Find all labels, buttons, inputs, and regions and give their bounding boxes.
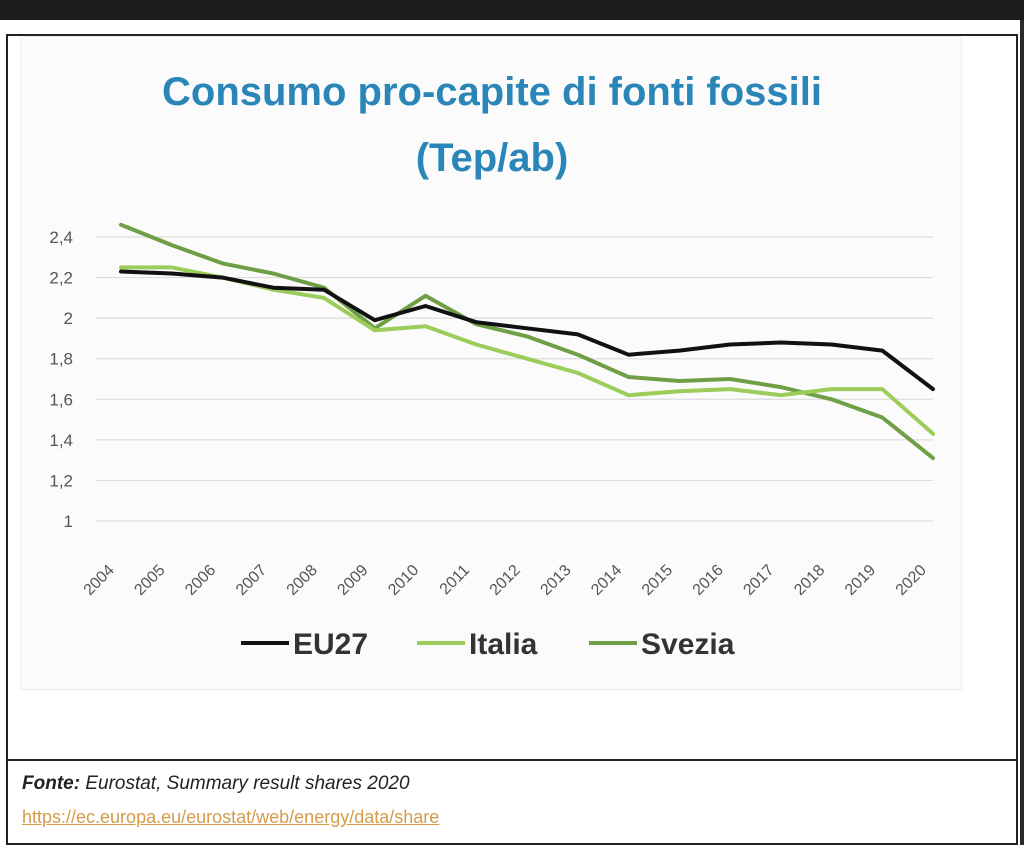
x-tick-label: 2004	[81, 562, 118, 599]
x-tick-label: 2018	[791, 562, 828, 599]
series-line-svezia	[119, 222, 935, 461]
y-tick-label: 1	[64, 512, 73, 531]
x-tick-label: 2008	[284, 562, 321, 599]
source-box: Fonte: Eurostat, Summary result shares 2…	[6, 759, 1018, 845]
source-text: Eurostat, Summary result shares 2020	[85, 773, 410, 794]
source-line: Fonte: Eurostat, Summary result shares 2…	[22, 773, 410, 795]
x-tick-label: 2013	[537, 562, 574, 599]
x-tick-label: 2010	[385, 562, 422, 599]
x-tick-label: 2020	[893, 562, 930, 599]
x-tick-label: 2006	[182, 562, 219, 599]
x-tick-label: 2017	[740, 562, 777, 599]
chart-panel: Consumo pro-capite di fonti fossili (Tep…	[20, 36, 962, 690]
x-tick-label: 2015	[639, 562, 676, 599]
x-tick-label: 2005	[131, 562, 168, 599]
series-line-italia	[119, 265, 935, 436]
chart-title: Consumo pro-capite di fonti fossili	[162, 70, 822, 114]
y-tick-label: 1,6	[49, 390, 73, 409]
y-tick-label: 1,4	[49, 431, 73, 450]
source-link[interactable]: https://ec.europa.eu/eurostat/web/energy…	[22, 807, 440, 827]
x-tick-label: 2016	[690, 562, 727, 599]
y-tick-label: 1,8	[49, 350, 73, 369]
y-tick-label: 2,4	[49, 228, 73, 247]
series-lines	[119, 222, 935, 461]
x-tick-label: 2011	[437, 562, 473, 598]
chart-subtitle: (Tep/ab)	[416, 136, 569, 180]
x-tick-label: 2014	[588, 562, 625, 599]
legend-label-italia: Italia	[469, 628, 538, 661]
y-tick-label: 1,2	[49, 471, 73, 490]
y-tick-label: 2,2	[49, 269, 73, 288]
x-tick-label: 2012	[487, 562, 524, 599]
x-tick-label: 2009	[334, 562, 371, 599]
gridlines	[96, 236, 933, 522]
series-line-eu27	[119, 269, 935, 392]
window-edge	[1020, 20, 1024, 845]
slide-frame	[6, 34, 1018, 759]
x-tick-label: 2019	[842, 562, 879, 599]
legend-label-svezia: Svezia	[641, 628, 735, 661]
x-axis-ticks: 2004 2005 2006 2007 2008 2009 2010 2011 2012 2013…	[81, 562, 930, 599]
x-tick-label: 2007	[233, 562, 270, 599]
y-tick-label: 2	[64, 309, 73, 328]
source-label: Fonte:	[22, 773, 81, 794]
legend: EU27 Italia Svezia	[241, 628, 735, 661]
line-chart: Consumo pro-capite di fonti fossili (Tep…	[49, 70, 935, 661]
top-bar	[0, 0, 1024, 20]
y-axis-ticks: 1 1,2 1,4 1,6 1,8 2 2,2 2,4	[49, 228, 73, 531]
legend-label-eu27: EU27	[293, 628, 368, 661]
